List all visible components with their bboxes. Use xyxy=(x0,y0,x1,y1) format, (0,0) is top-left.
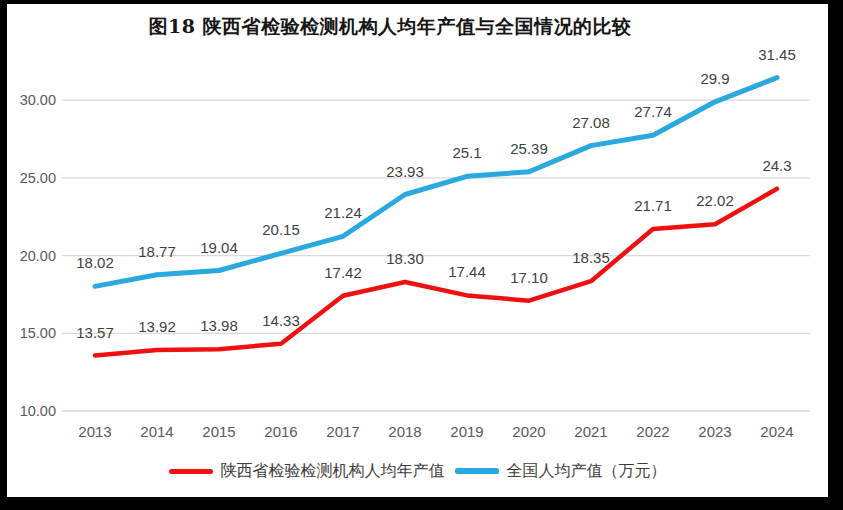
legend-label-national: 全国人均产值（万元） xyxy=(507,461,667,482)
x-tick-label: 2013 xyxy=(78,423,111,440)
plot-area: 10.00 15.00 20.00 25.00 30.00 2013 2014 2015 201… xyxy=(0,0,843,510)
y-tick-label: 15.00 xyxy=(20,325,56,341)
legend: 陕西省检验检测机构人均年产值 全国人均产值（万元） xyxy=(7,459,828,483)
x-tick-label: 2017 xyxy=(326,423,359,440)
data-label-series-0: 13.92 xyxy=(138,318,176,335)
data-label-series-1: 21.24 xyxy=(324,204,362,221)
x-tick-label: 2022 xyxy=(636,423,669,440)
legend-item-shaanxi: 陕西省检验检测机构人均年产值 xyxy=(169,461,445,482)
data-label-series-0: 21.71 xyxy=(634,197,672,214)
y-tick-label: 10.00 xyxy=(20,403,56,419)
y-tick-label: 30.00 xyxy=(20,92,56,108)
legend-item-national: 全国人均产值（万元） xyxy=(455,461,667,482)
legend-swatch-red-line xyxy=(169,469,213,474)
data-label-series-1: 31.45 xyxy=(758,46,796,63)
data-label-series-1: 25.1 xyxy=(452,144,481,161)
y-tick-label: 25.00 xyxy=(20,170,56,186)
data-label-series-0: 17.10 xyxy=(510,269,548,286)
data-label-series-1: 19.04 xyxy=(200,239,238,256)
data-label-series-1: 27.74 xyxy=(634,103,672,120)
data-label-series-0: 18.30 xyxy=(386,250,424,267)
data-label-series-0: 24.3 xyxy=(762,157,791,174)
legend-swatch-blue-line xyxy=(455,468,499,474)
image-frame: 图18 陕西省检验检测机构人均年产值与全国情况的比较 10.0015.0020.… xyxy=(0,0,843,510)
data-label-series-0: 14.33 xyxy=(262,312,300,329)
x-tick-label: 2019 xyxy=(450,423,483,440)
data-label-series-1: 23.93 xyxy=(386,163,424,180)
x-tick-label: 2016 xyxy=(264,423,297,440)
x-tick-label: 2023 xyxy=(698,423,731,440)
data-label-series-1: 25.39 xyxy=(510,140,548,157)
data-label-series-0: 13.98 xyxy=(200,317,238,334)
x-tick-label: 2020 xyxy=(512,423,545,440)
data-label-series-0: 18.35 xyxy=(572,249,610,266)
x-tick-label: 2015 xyxy=(202,423,235,440)
x-tick-label: 2021 xyxy=(574,423,607,440)
data-label-series-1: 18.77 xyxy=(138,243,176,260)
data-label-series-0: 13.57 xyxy=(76,324,114,341)
data-label-series-1: 18.02 xyxy=(76,254,114,271)
x-tick-label: 2014 xyxy=(140,423,173,440)
data-label-series-0: 22.02 xyxy=(696,192,734,209)
data-label-series-1: 27.08 xyxy=(572,114,610,131)
data-label-series-1: 20.15 xyxy=(262,221,300,238)
y-tick-label: 20.00 xyxy=(20,248,56,264)
data-label-series-1: 29.9 xyxy=(700,70,729,87)
legend-label-shaanxi: 陕西省检验检测机构人均年产值 xyxy=(221,461,445,482)
data-label-series-0: 17.44 xyxy=(448,263,486,280)
x-tick-label: 2024 xyxy=(760,423,793,440)
x-tick-label: 2018 xyxy=(388,423,421,440)
data-label-series-0: 17.42 xyxy=(324,264,362,281)
